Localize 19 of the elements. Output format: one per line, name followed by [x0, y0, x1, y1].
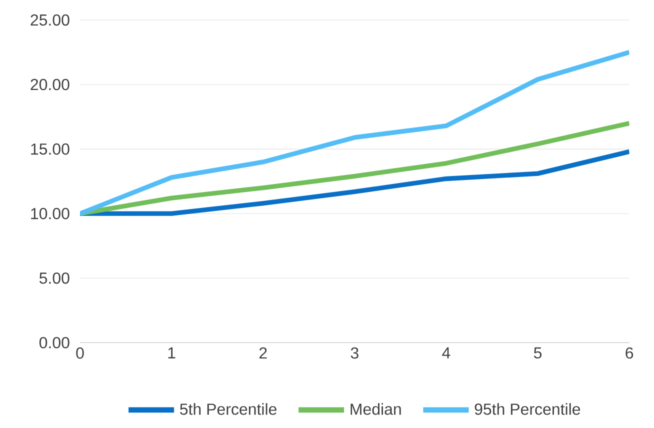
y-tick-label: 0.00 [39, 336, 70, 348]
y-tick-label: 25.00 [30, 14, 70, 26]
x-tick-label: 0 [76, 347, 84, 359]
legend-label: 95th Percentile [474, 403, 580, 415]
legend-label: 5th Percentile [180, 403, 276, 415]
line-series [80, 120, 630, 216]
x-tick-label: 6 [626, 347, 634, 359]
x-tick-label: 4 [442, 347, 450, 358]
x-tick-label: 1 [168, 347, 176, 358]
line-series [80, 149, 630, 216]
y-tick-label: 20.00 [30, 78, 70, 90]
x-tick-label: 5 [534, 347, 542, 359]
x-tick-label: 3 [350, 347, 358, 359]
legend-label: Median [350, 403, 401, 415]
x-tick-label: 2 [259, 347, 267, 359]
y-tick-label: 5.00 [39, 272, 70, 284]
y-tick-label: 15.00 [31, 143, 70, 155]
line-series [80, 50, 630, 216]
y-tick-label: 10.00 [31, 208, 70, 220]
